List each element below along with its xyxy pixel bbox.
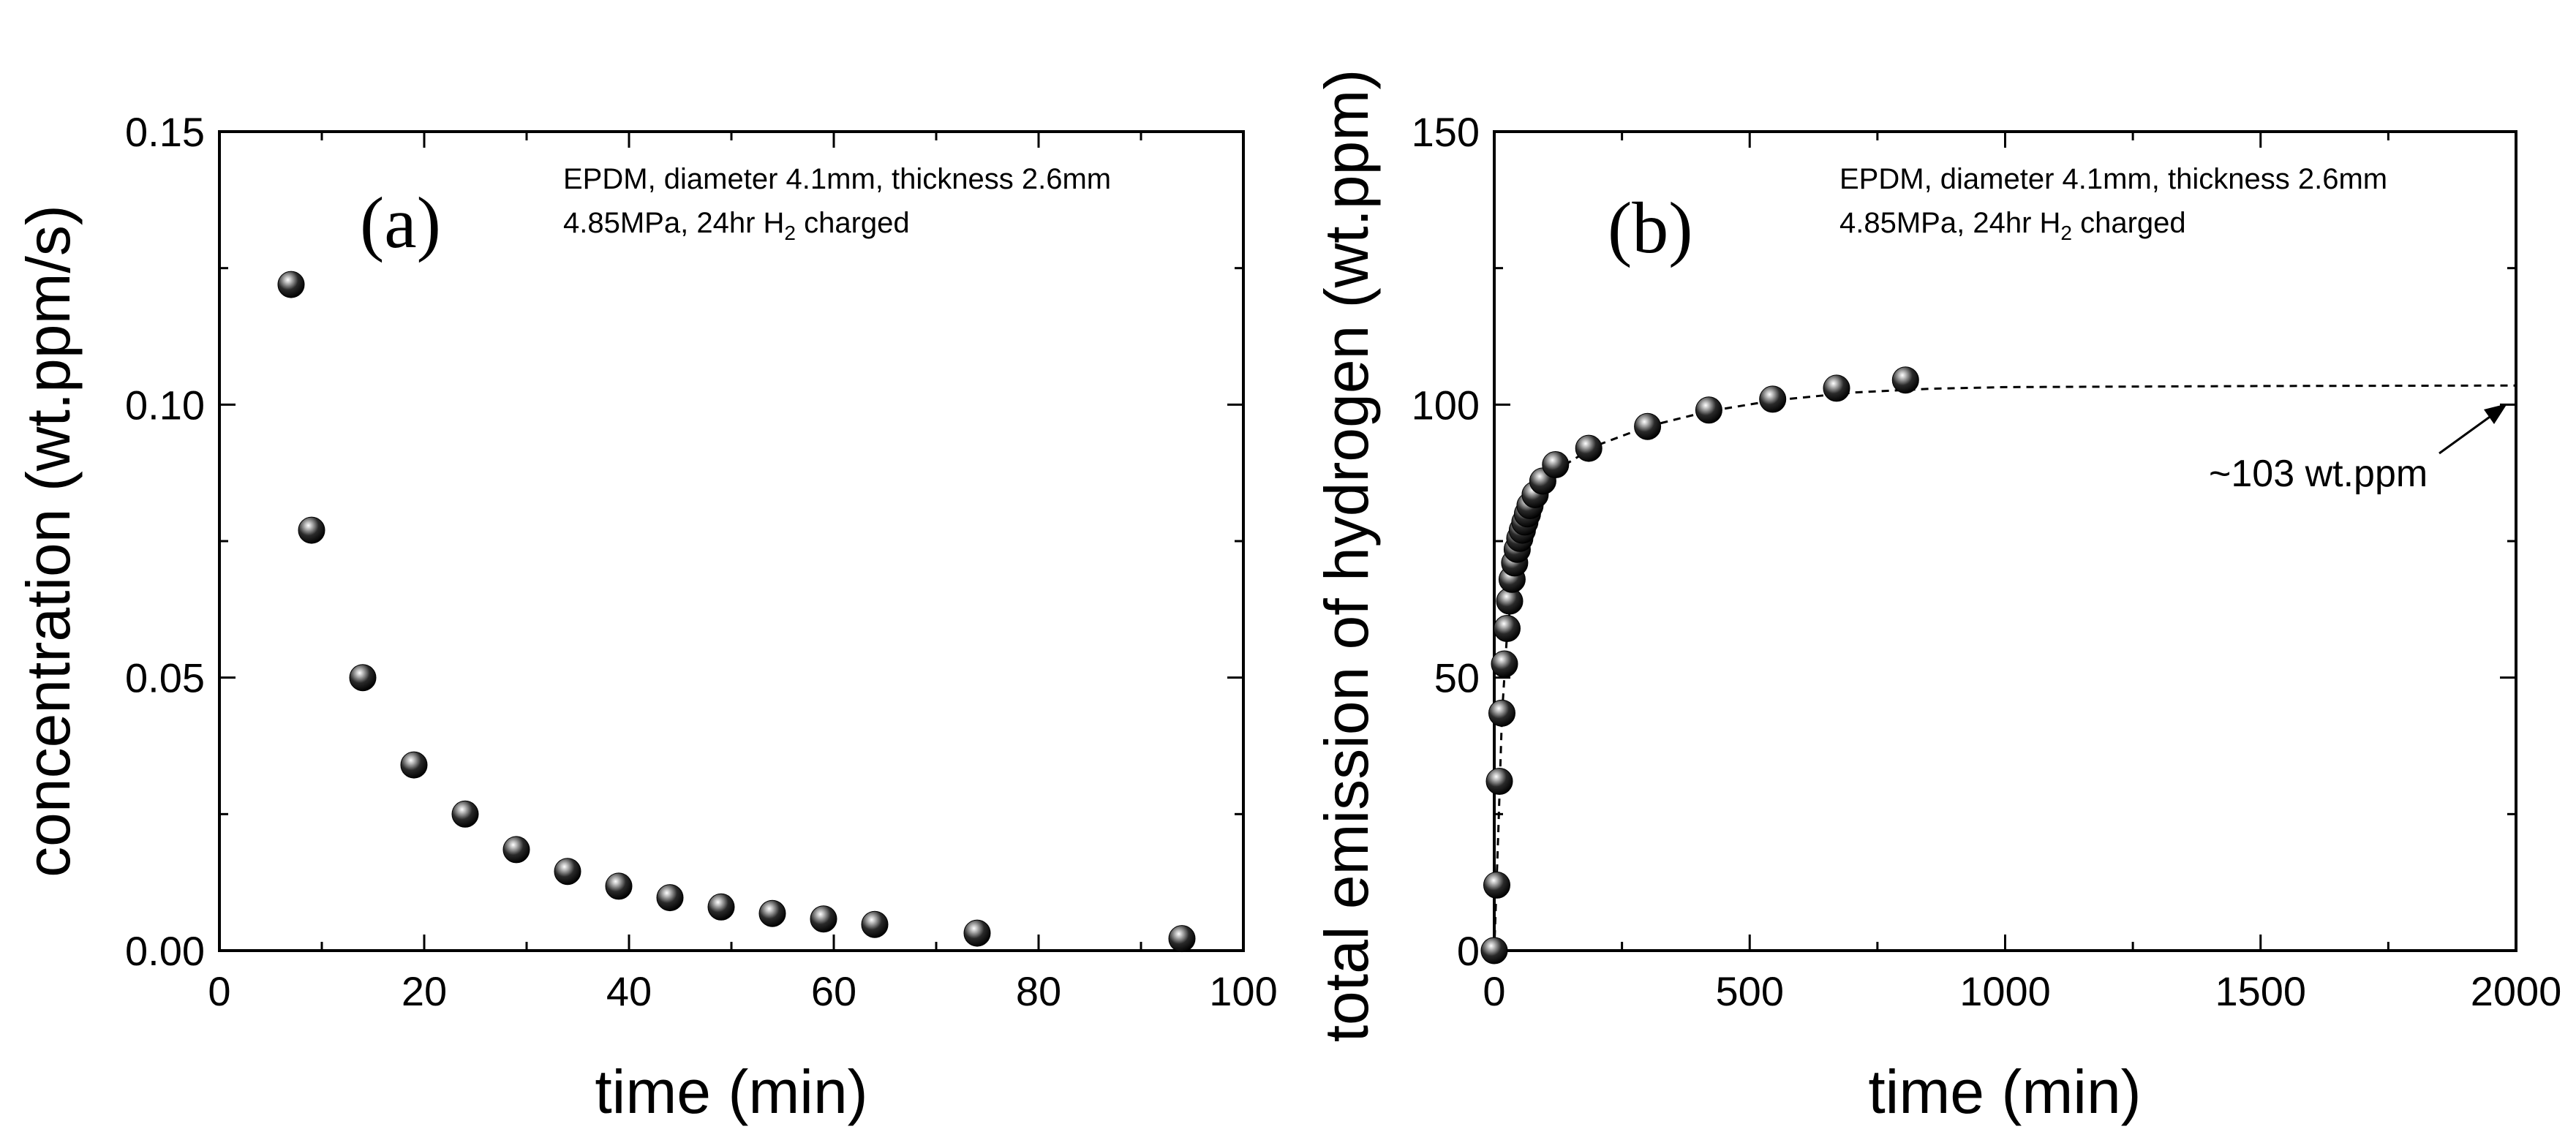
panel-label-b: (b) — [1608, 187, 1693, 268]
data-point — [758, 899, 786, 927]
x-axis-title-b: time (min) — [1868, 1057, 2141, 1126]
data-points-b — [1480, 366, 1919, 965]
x-tick-label: 1000 — [1959, 968, 2051, 1014]
data-point — [1483, 871, 1510, 899]
data-point — [1491, 650, 1518, 678]
y-axis-title-a: concentration (wt.ppm/s) — [14, 205, 83, 877]
x-axis-title-a: time (min) — [595, 1057, 867, 1126]
x-tick-label: 40 — [606, 968, 652, 1014]
note-line1-b: EPDM, diameter 4.1mm, thickness 2.6mm — [1839, 163, 2387, 195]
data-point — [1575, 434, 1603, 462]
note-line2-prefix-b: 4.85MPa, 24hr H — [1839, 207, 2060, 239]
data-point — [1480, 937, 1508, 965]
data-point — [605, 872, 633, 900]
data-point — [400, 751, 428, 779]
data-points-a — [277, 271, 1196, 953]
data-point — [1488, 699, 1515, 727]
data-point — [1494, 615, 1521, 642]
y-tick-label: 0 — [1457, 928, 1480, 974]
data-point — [1634, 412, 1662, 440]
note-line2-sub-b: 2 — [2060, 222, 2072, 244]
ticks-a: 0 20 40 60 80 100 0.00 0.05 0.10 0.15 — [125, 109, 1278, 1014]
callout-arrowhead-b — [2484, 404, 2507, 424]
data-point — [1168, 925, 1196, 953]
y-tick-label: 0.15 — [125, 109, 205, 155]
y-tick-label: 0.00 — [125, 928, 205, 974]
data-point — [707, 893, 735, 921]
x-tick-label: 100 — [1209, 968, 1277, 1014]
x-tick-label: 20 — [402, 968, 447, 1014]
y-tick-label: 0.10 — [125, 382, 205, 428]
y-axis-title-b: total emission of hydrogen (wt.ppm) — [1312, 69, 1381, 1043]
x-tick-label: 0 — [1483, 968, 1505, 1014]
x-tick-label: 1500 — [2215, 968, 2306, 1014]
note-line2-suffix-b: charged — [2072, 207, 2186, 239]
panel-label-a: (a) — [360, 182, 441, 263]
note-line2-a: 4.85MPa, 24hr H2 charged — [563, 207, 910, 244]
chart-panel-b: 0 500 1000 1500 2000 0 50 100 150 (b) EPDM, diam… — [1312, 69, 2561, 1126]
note-line2-suffix-a: charged — [796, 207, 910, 239]
x-tick-label: 0 — [208, 968, 230, 1014]
note-line2-prefix-a: 4.85MPa, 24hr H — [563, 207, 784, 239]
note-line2-sub-a: 2 — [784, 222, 796, 244]
data-point — [1542, 451, 1570, 478]
data-point — [554, 858, 581, 886]
note-line1-a: EPDM, diameter 4.1mm, thickness 2.6mm — [563, 163, 1111, 195]
callout-label-b: ~103 wt.ppm — [2209, 453, 2428, 495]
data-point — [1759, 385, 1787, 413]
data-point — [656, 884, 684, 912]
x-tick-label: 60 — [811, 968, 856, 1014]
data-point — [810, 905, 837, 933]
note-line2-b: 4.85MPa, 24hr H2 charged — [1839, 207, 2186, 244]
ticks-b: 0 500 1000 1500 2000 0 50 100 150 — [1412, 109, 2562, 1014]
x-tick-label: 80 — [1016, 968, 1061, 1014]
data-point — [298, 516, 325, 544]
x-tick-label: 2000 — [2471, 968, 2562, 1014]
data-point — [451, 800, 479, 828]
y-tick-label: 0.05 — [125, 655, 205, 701]
data-point — [502, 836, 530, 864]
x-tick-label: 500 — [1716, 968, 1784, 1014]
data-point — [1823, 374, 1850, 402]
data-point — [963, 919, 991, 947]
y-tick-label: 50 — [1434, 655, 1480, 701]
y-tick-label: 100 — [1412, 382, 1480, 428]
data-point — [1891, 366, 1919, 394]
y-tick-label: 150 — [1412, 109, 1480, 155]
data-point — [1695, 396, 1722, 424]
data-point — [349, 664, 377, 692]
data-point — [277, 271, 305, 298]
chart-panel-a: 0 20 40 60 80 100 0.00 0.05 0.10 0.15 (a) EPDM, d… — [14, 109, 1278, 1126]
data-point — [861, 910, 889, 938]
data-point — [1485, 768, 1513, 795]
